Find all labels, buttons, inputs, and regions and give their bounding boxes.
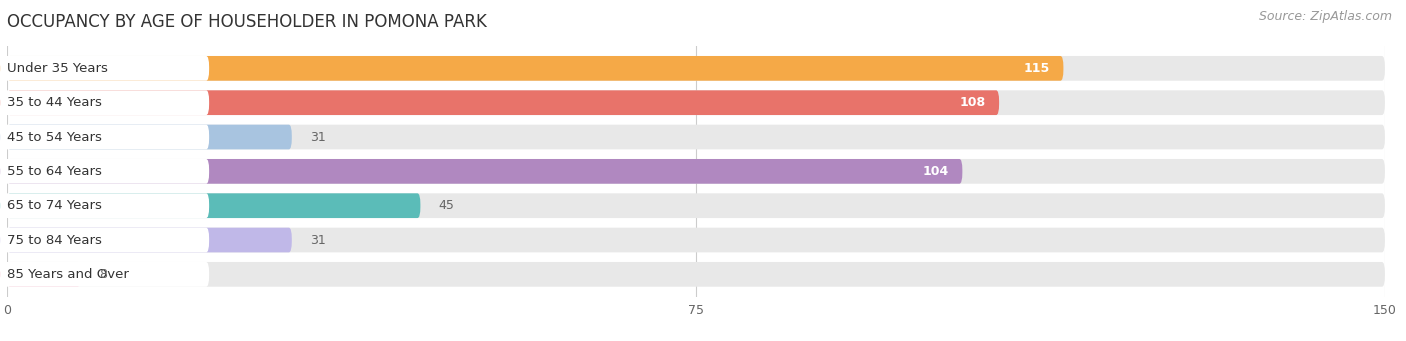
FancyBboxPatch shape (7, 90, 1385, 115)
FancyBboxPatch shape (0, 262, 209, 287)
FancyBboxPatch shape (7, 262, 1385, 287)
FancyBboxPatch shape (7, 125, 292, 149)
FancyBboxPatch shape (7, 56, 1385, 81)
Text: 75 to 84 Years: 75 to 84 Years (7, 234, 101, 247)
FancyBboxPatch shape (7, 56, 1063, 81)
FancyBboxPatch shape (7, 193, 420, 218)
FancyBboxPatch shape (7, 262, 80, 287)
FancyBboxPatch shape (0, 228, 209, 252)
FancyBboxPatch shape (7, 193, 1385, 218)
Text: OCCUPANCY BY AGE OF HOUSEHOLDER IN POMONA PARK: OCCUPANCY BY AGE OF HOUSEHOLDER IN POMON… (7, 13, 486, 31)
FancyBboxPatch shape (7, 159, 962, 184)
FancyBboxPatch shape (0, 56, 209, 81)
Text: 55 to 64 Years: 55 to 64 Years (7, 165, 101, 178)
Text: 104: 104 (922, 165, 949, 178)
Text: Under 35 Years: Under 35 Years (7, 62, 108, 75)
FancyBboxPatch shape (0, 159, 209, 184)
Text: Source: ZipAtlas.com: Source: ZipAtlas.com (1258, 10, 1392, 23)
Text: 85 Years and Over: 85 Years and Over (7, 268, 129, 281)
Text: 31: 31 (311, 234, 326, 247)
Text: 45 to 54 Years: 45 to 54 Years (7, 131, 101, 144)
FancyBboxPatch shape (7, 228, 292, 252)
Text: 8: 8 (98, 268, 107, 281)
FancyBboxPatch shape (0, 193, 209, 218)
FancyBboxPatch shape (7, 125, 1385, 149)
Text: 31: 31 (311, 131, 326, 144)
Text: 65 to 74 Years: 65 to 74 Years (7, 199, 101, 212)
FancyBboxPatch shape (7, 159, 1385, 184)
FancyBboxPatch shape (0, 90, 209, 115)
FancyBboxPatch shape (7, 90, 1000, 115)
FancyBboxPatch shape (7, 228, 1385, 252)
Text: 45: 45 (439, 199, 454, 212)
FancyBboxPatch shape (0, 125, 209, 149)
Text: 35 to 44 Years: 35 to 44 Years (7, 96, 101, 109)
Text: 108: 108 (959, 96, 986, 109)
Text: 115: 115 (1024, 62, 1050, 75)
